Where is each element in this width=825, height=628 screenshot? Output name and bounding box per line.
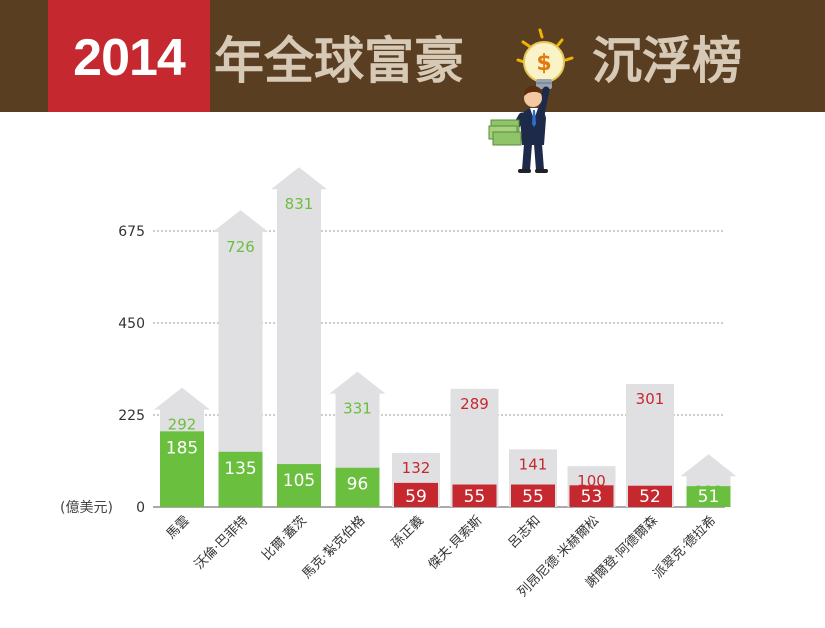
lightbulb-icon: $ (516, 28, 574, 89)
current-value-label: 51 (698, 487, 720, 507)
previous-value-label: 289 (460, 395, 489, 413)
current-value-label: 53 (581, 487, 603, 507)
title-left: 年全球富豪 (214, 32, 464, 90)
previous-value-label: 331 (343, 400, 372, 418)
current-value-label: 105 (283, 471, 315, 491)
category-label: 馬雲 (164, 513, 193, 542)
current-value-label: 135 (224, 459, 256, 479)
current-value-bar (628, 485, 672, 507)
current-value-bar (452, 484, 497, 507)
current-value-label: 59 (405, 487, 427, 507)
previous-value-label: 726 (226, 238, 255, 256)
current-value-label: 185 (166, 438, 198, 458)
category-label: 比爾·蓋茨 (260, 513, 310, 563)
current-value-bar (335, 467, 380, 507)
category-label: 派翠克·德拉希 (651, 513, 720, 582)
current-value-bar (511, 484, 555, 507)
year-label: 2014 (73, 29, 186, 87)
category-label: 傑夫·貝索斯 (426, 513, 485, 572)
bar-group (154, 167, 737, 508)
previous-value-label: 292 (168, 416, 197, 434)
businessman-icon (488, 86, 550, 173)
previous-value-arrow (271, 167, 327, 508)
previous-value-label: 831 (285, 195, 314, 213)
previous-value-arrow (212, 210, 269, 507)
previous-value-label: 100 (577, 472, 606, 490)
current-value-bar (569, 485, 614, 507)
svg-text:$: $ (536, 51, 551, 76)
bar-chart: 0 225 450 675 292 185 馬雲 726 135 沃倫·巴菲特 831 105 比爾·蓋… (60, 167, 737, 600)
current-value-bar (160, 431, 204, 507)
previous-value-label: 132 (402, 459, 431, 477)
previous-value-label: 129 (694, 482, 723, 500)
category-label: 馬克·紮克伯格 (299, 513, 368, 582)
current-value-label: 55 (522, 487, 544, 507)
current-value-bar (394, 482, 438, 507)
previous-value-label: 301 (636, 390, 665, 408)
current-value-label: 52 (639, 487, 661, 507)
previous-value-label: 141 (519, 455, 548, 473)
current-value-bar (686, 486, 731, 507)
y-tick-label: 225 (118, 408, 145, 424)
businessman-lightbulb-illustration: $ (488, 28, 574, 173)
current-value-bar (277, 464, 321, 507)
title-right: 沉浮榜 (592, 32, 742, 90)
y-axis-label: (億美元) (60, 500, 113, 516)
category-label: 沃倫·巴菲特 (192, 513, 251, 572)
y-tick-label: 675 (118, 224, 145, 240)
y-tick-label: 0 (136, 500, 145, 516)
current-value-bar (218, 451, 263, 507)
year-box (48, 0, 210, 112)
current-value-label: 96 (347, 475, 369, 495)
category-label: 孫正義 (388, 513, 427, 552)
y-tick-label: 450 (118, 316, 145, 332)
current-value-label: 55 (464, 487, 486, 507)
category-label: 呂志和 (506, 513, 544, 551)
